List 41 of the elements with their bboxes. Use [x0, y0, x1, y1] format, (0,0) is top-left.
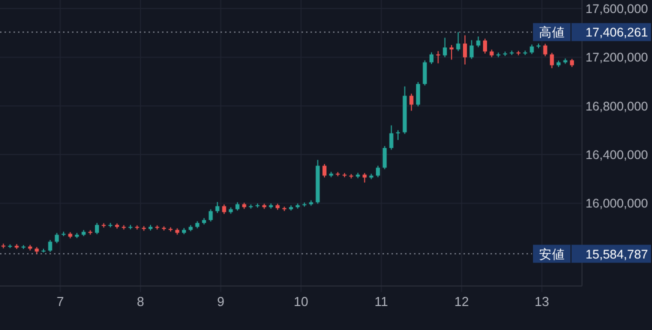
- candlestick: [416, 82, 420, 107]
- x-tick-label: 12: [454, 294, 469, 309]
- y-tick-label: 17,200,000: [585, 50, 648, 65]
- y-tick-label: 16,000,000: [585, 196, 648, 211]
- candlestick: [396, 130, 400, 140]
- y-tick-label: 17,600,000: [585, 2, 648, 16]
- candlestick: [322, 164, 326, 178]
- y-tick-label: 16,800,000: [585, 99, 648, 114]
- candlestick: [94, 222, 99, 235]
- candlestick: [550, 52, 554, 69]
- candlestick: [48, 239, 52, 252]
- ref-label: 高値 17,406,261: [533, 22, 651, 42]
- candlestick: [409, 93, 414, 112]
- candlestick: [450, 44, 454, 60]
- candlestick: [483, 38, 488, 54]
- candlestick: [362, 172, 367, 184]
- candlestick: [422, 60, 427, 86]
- x-tick-label: 11: [374, 294, 388, 309]
- candlestick: [222, 204, 226, 214]
- candlestick: [456, 32, 460, 52]
- candlestick: [382, 146, 387, 170]
- candlestick: [530, 44, 534, 55]
- candlestick: [543, 43, 548, 57]
- candlestick: [476, 36, 480, 48]
- x-tick-label: 10: [294, 294, 308, 309]
- x-tick-label: 8: [136, 294, 144, 309]
- candlestick: [470, 40, 474, 60]
- y-tick-label: 16,400,000: [585, 148, 648, 162]
- candlestick: [376, 165, 380, 178]
- candlestick: [462, 34, 467, 65]
- candlestick: [442, 37, 447, 58]
- x-tick-label: 13: [534, 294, 550, 309]
- x-tick-label: 7: [56, 294, 64, 309]
- candlestick: [389, 124, 394, 150]
- candlestick: [436, 50, 440, 64]
- candlestick: [215, 202, 220, 214]
- candlestick: [208, 208, 213, 222]
- x-tick-label: 9: [217, 294, 224, 309]
- candlestick: [429, 52, 434, 65]
- candlestick: [54, 232, 59, 244]
- ref-label: 安値 15,584,787: [533, 244, 651, 264]
